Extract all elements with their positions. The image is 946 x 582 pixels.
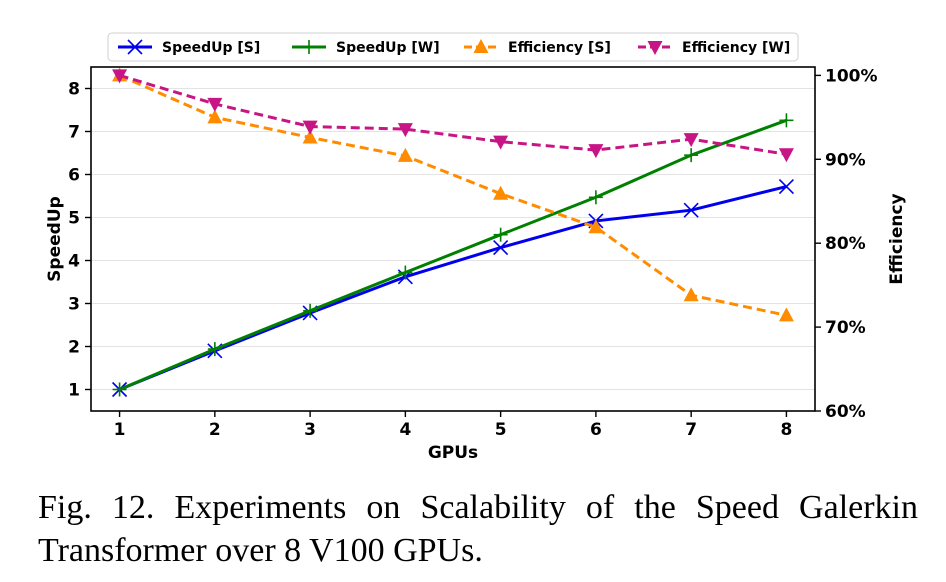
series-4 <box>112 69 794 163</box>
axes: 1 2 3 4 5 6 7 8 60% 70% 80% 90% 100% 1 2 3 4 5 6 7 8 <box>68 66 877 440</box>
data-point <box>778 148 794 163</box>
data-point <box>493 135 509 150</box>
legend-label: Efficiency [S] <box>508 40 611 56</box>
data-point <box>683 133 699 148</box>
series-line <box>118 74 787 317</box>
scalability-chart: 1 2 3 4 5 6 7 8 60% 70% 80% 90% 100% 1 2 3 4 5 6 7 8 GPUs Sp… <box>45 32 907 463</box>
series-3 <box>112 67 794 322</box>
legend-marker <box>127 39 143 55</box>
legend-marker <box>302 40 316 54</box>
data-point <box>779 113 794 128</box>
data-point <box>588 219 604 234</box>
x-tick-label: 4 <box>399 420 411 440</box>
data-point <box>493 240 509 256</box>
legend-label: SpeedUp [W] <box>336 40 440 56</box>
data-point <box>588 190 603 205</box>
data-point <box>302 129 318 144</box>
x-tick-label: 2 <box>209 420 221 440</box>
data-point <box>588 144 604 159</box>
series-2 <box>112 113 794 397</box>
y-tick-label: 2 <box>68 338 80 358</box>
legend-label: Efficiency [W] <box>682 40 790 56</box>
y2-axis-label: Efficiency <box>887 193 907 284</box>
data-point <box>493 227 508 242</box>
x-tick-label: 5 <box>495 420 507 440</box>
series-line <box>119 185 787 391</box>
data-point <box>302 120 318 135</box>
y-tick-label: 5 <box>68 209 80 229</box>
figure-caption: Fig. 12. Experiments on Scalability of t… <box>38 489 918 569</box>
legend: SpeedUp [S] SpeedUp [W] Efficiency [S] Effi… <box>107 32 799 62</box>
y2-tick-label: 90% <box>825 150 866 170</box>
y2-tick-label: 70% <box>825 318 866 338</box>
data-point <box>112 382 127 397</box>
x-tick-label: 3 <box>304 420 316 440</box>
data-point <box>493 185 509 200</box>
y-tick-label: 6 <box>68 166 80 186</box>
data-point <box>398 265 413 280</box>
x-tick-label: 1 <box>114 420 126 440</box>
gridlines <box>91 88 815 390</box>
y2-tick-label: 60% <box>825 402 866 422</box>
y-tick-label: 7 <box>68 123 80 143</box>
y2-tick-label: 100% <box>825 66 878 86</box>
y-axis-label: SpeedUp <box>45 196 65 282</box>
data-point <box>397 147 413 162</box>
data-point <box>778 307 794 322</box>
data-point <box>397 123 413 138</box>
y-tick-label: 3 <box>68 295 80 315</box>
x-tick-label: 8 <box>780 420 792 440</box>
data-point <box>683 287 699 302</box>
x-axis-label: GPUs <box>428 443 478 463</box>
series-line <box>118 118 787 391</box>
x-tick-label: 6 <box>590 420 602 440</box>
data-point <box>112 69 128 84</box>
data-point <box>207 342 222 357</box>
data-point <box>303 303 318 318</box>
y-tick-label: 1 <box>68 381 80 401</box>
x-tick-label: 7 <box>685 420 697 440</box>
legend-entry: Efficiency [S] <box>464 39 611 56</box>
legend-entry: SpeedUp [W] <box>292 40 440 56</box>
y-tick-label: 4 <box>68 252 80 272</box>
series-line <box>119 73 787 156</box>
data-point <box>683 202 699 218</box>
legend-entry: SpeedUp [S] <box>118 39 260 56</box>
y2-tick-label: 80% <box>825 234 866 254</box>
y-tick-label: 8 <box>68 80 80 100</box>
data-point <box>207 97 223 112</box>
legend-box <box>107 32 799 62</box>
plot-frame <box>90 66 816 412</box>
legend-marker <box>473 39 489 53</box>
legend-marker <box>647 41 663 55</box>
legend-entry: Efficiency [W] <box>638 40 790 56</box>
series-lines <box>112 67 794 398</box>
data-point <box>207 109 223 124</box>
data-point <box>684 148 699 163</box>
data-point <box>778 178 794 195</box>
legend-label: SpeedUp [S] <box>162 40 260 56</box>
